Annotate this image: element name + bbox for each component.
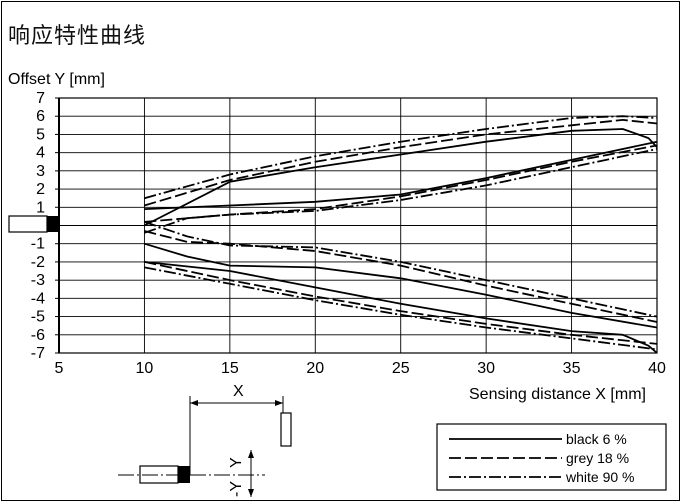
- y-tick-label: -5: [31, 309, 45, 326]
- x-tick-label: 10: [136, 360, 154, 377]
- y-axis-label: Offset Y [mm]: [8, 71, 105, 88]
- y-tick-label: 6: [36, 108, 45, 125]
- y-tick-label: 7: [36, 90, 45, 107]
- y-arrow-up: [248, 450, 254, 458]
- series-line-dashdot: [144, 221, 658, 318]
- y-arrow-down: [248, 489, 254, 497]
- x-arrow-left: [190, 400, 198, 406]
- sensor-body: [8, 215, 48, 233]
- y-tick-label: -2: [31, 254, 45, 271]
- x-arrow-right: [275, 400, 283, 406]
- x-tick-label: 30: [477, 360, 495, 377]
- series-line-dashdot: [144, 266, 658, 351]
- y-tick-label: -1: [31, 236, 45, 253]
- legend-label: white 90 %: [565, 469, 634, 485]
- series-line-dashdot: [144, 115, 658, 200]
- legend-box: [436, 423, 667, 491]
- x-tick-label: 40: [648, 360, 666, 377]
- series-line-solid: [143, 128, 658, 227]
- y-plus-label: Y: [228, 457, 245, 468]
- x-tick-label: 15: [221, 360, 239, 377]
- series-line-dashed: [144, 261, 658, 345]
- y-tick-label: -7: [31, 345, 45, 362]
- x-dimension-label: X: [233, 383, 244, 400]
- y-tick-label: 4: [36, 145, 45, 162]
- legend-label: grey 18 %: [566, 450, 629, 466]
- y-tick-label: -4: [31, 290, 45, 307]
- series-line-solid: [144, 242, 658, 329]
- measurement-schematic: X Y -Y: [118, 383, 292, 497]
- schematic-sensor-emitter: [178, 466, 190, 483]
- series-line-dashdot: [144, 148, 658, 234]
- x-tick-label: 5: [55, 360, 64, 377]
- y-tick-label: -6: [31, 327, 45, 344]
- y-tick-label: 5: [36, 126, 45, 143]
- y-tick-label: 3: [36, 163, 45, 180]
- y-minus-label: -Y: [228, 481, 245, 497]
- schematic-sensor-body: [139, 465, 179, 484]
- y-tick-label: 2: [36, 181, 45, 198]
- x-axis-label: Sensing distance X [mm]: [469, 386, 646, 403]
- y-tick-label: 1: [36, 199, 45, 216]
- chart-grid: [58, 97, 658, 354]
- x-tick-label: 25: [392, 360, 410, 377]
- y-tick-label: -3: [31, 272, 45, 289]
- series-line-dashed: [144, 119, 658, 207]
- legend-label: black 6 %: [566, 431, 627, 447]
- chart-curves: [143, 115, 658, 354]
- page-title: 响应特性曲线: [8, 24, 147, 49]
- chart-legend: black 6 % grey 18 % white 90 %: [436, 423, 667, 491]
- series-line-dashed: [144, 230, 658, 323]
- x-tick-label: 20: [306, 360, 324, 377]
- sensor-emitter: [47, 216, 59, 232]
- x-tick-label: 35: [563, 360, 581, 377]
- target-reflector: [280, 412, 292, 447]
- series-line-solid: [144, 140, 658, 210]
